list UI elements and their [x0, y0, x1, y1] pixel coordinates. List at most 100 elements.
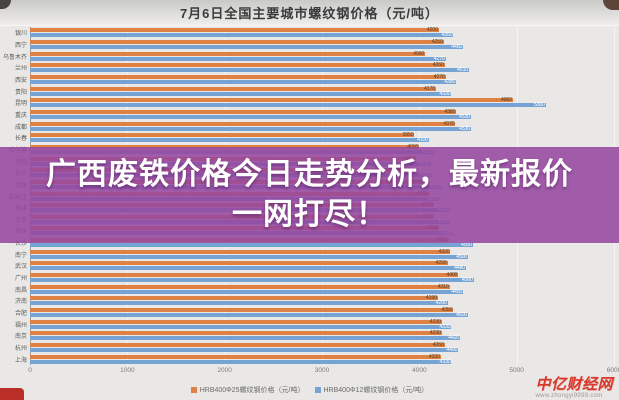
bar-value-label: 4250	[431, 38, 443, 45]
bar-phi25: 3950	[30, 132, 415, 138]
city-label: 合肥	[14, 311, 27, 318]
city-label: 上海	[14, 357, 27, 364]
chart-row: 贵阳 4170 4330	[0, 85, 614, 97]
bar-phi12: 4450	[30, 43, 464, 50]
chart-row: 乌鲁木齐 4060 4270	[0, 50, 614, 62]
bar-group: 4350 4500	[30, 307, 614, 319]
bar-phi12: 4480	[30, 265, 467, 272]
site-watermark: 中亿财经网 www.zhongyi9999.com	[535, 377, 613, 399]
headline-line-2: 一网打尽！	[232, 198, 387, 231]
chart-row: 西安 4270 4380	[0, 74, 614, 86]
bar-phi25: 4230	[30, 330, 442, 336]
chart-row: 南宁 4320 4500	[0, 248, 614, 260]
bar-group: 4310 4450	[30, 283, 614, 295]
x-axis: 0 1000 2000 3000 4000 5000 6000	[28, 365, 619, 376]
x-tick-label: 3000	[314, 367, 330, 374]
bar-phi25: 4060	[30, 51, 426, 57]
bar-value-label: 4530	[458, 113, 470, 120]
chart-row: 杭州 4260 4400	[0, 342, 614, 354]
bar-value-label: 5300	[533, 102, 545, 109]
bar-phi12: 5300	[30, 102, 546, 109]
bar-group: 4250 4450	[30, 38, 614, 50]
bar-group: 4320 4500	[30, 248, 614, 260]
bar-value-label: 4320	[438, 248, 450, 255]
bar-value-label: 4350	[441, 32, 453, 39]
bar-group: 3950 4100	[30, 132, 614, 143]
city-label: 南宁	[14, 252, 27, 259]
bar-phi12: 4290	[30, 300, 448, 307]
bar-value-label: 4260	[432, 342, 444, 349]
chart-row: 武汉 4290 4480	[0, 260, 614, 272]
bar-phi12: 4330	[30, 359, 452, 365]
bar-phi12: 4420	[30, 335, 461, 341]
bar-value-label: 4400	[446, 272, 458, 279]
legend-item-phi12: HRB400Φ12螺纹钢价格（元/吨）	[314, 385, 428, 395]
bar-phi25: 4170	[30, 85, 436, 92]
bar-value-label: 4960	[500, 97, 512, 104]
bar-phi12: 4270	[30, 56, 446, 62]
bar-phi12: 4500	[30, 312, 468, 319]
bar-value-label: 4260	[432, 62, 444, 69]
bar-phi12: 4350	[30, 32, 454, 39]
bar-value-label: 4500	[455, 312, 467, 319]
bar-value-label: 4230	[429, 318, 441, 325]
bar-group: 4380 4530	[30, 109, 614, 120]
city-label: 杭州	[14, 346, 27, 353]
x-tick-label: 1000	[120, 367, 135, 374]
chart-row: 昆明 4960 5300	[0, 97, 614, 109]
bar-group: 4270 4380	[30, 74, 614, 85]
legend-swatch-blue	[314, 387, 321, 393]
bar-value-label: 4450	[451, 43, 463, 50]
watermark-url: www.zhongyi9999.com	[535, 393, 603, 399]
bar-phi12: 4510	[30, 67, 469, 74]
bar-value-label: 4330	[439, 90, 451, 97]
city-label: 贵阳	[14, 89, 27, 96]
legend-label: HRB400Φ25螺纹钢价格（元/吨）	[199, 387, 305, 394]
city-label: 银川	[14, 31, 27, 38]
legend-swatch-orange	[190, 387, 197, 393]
chart-row: 济南 4190 4290	[0, 295, 614, 307]
x-tick-label: 6000	[606, 367, 619, 374]
bar-value-label: 4450	[451, 288, 463, 295]
bar-phi25: 4290	[30, 260, 448, 266]
bar-group: 4190 4290	[30, 295, 614, 307]
bar-group: 4960 5300	[30, 97, 614, 109]
bar-phi25: 4320	[30, 248, 451, 255]
vignette-corner-bottom-left	[0, 388, 24, 400]
bar-value-label: 4480	[454, 265, 466, 272]
bar-phi25: 4260	[30, 342, 445, 349]
chart-row: 广州 4400 4560	[0, 272, 614, 284]
chart-row: 上海 4220 4330	[0, 353, 614, 365]
bar-value-label: 4350	[441, 307, 453, 314]
bar-phi12: 4400	[30, 347, 459, 353]
headline-banner-overlay: 广西废铁价格今日走势分析，最新报价 一网打尽！	[0, 147, 619, 243]
chart-row: 银川 4200 4350	[0, 27, 614, 39]
bar-value-label: 4200	[426, 27, 438, 34]
vignette-corner-top-left	[0, 0, 11, 9]
bar-value-label: 4310	[437, 283, 449, 290]
bar-phi12: 4530	[30, 125, 471, 132]
bar-value-label: 4290	[435, 300, 447, 307]
bar-phi12: 4100	[30, 137, 430, 143]
bar-phi12: 4380	[30, 79, 457, 85]
chart-row: 长春 3950 4100	[0, 132, 614, 144]
bar-phi25: 4260	[30, 62, 445, 69]
bar-group: 4290 4480	[30, 260, 614, 272]
chart-row: 西宁 4250 4450	[0, 39, 614, 51]
bar-value-label: 4510	[456, 67, 468, 74]
city-label: 西安	[14, 77, 27, 84]
bar-phi25: 4400	[30, 272, 459, 279]
bar-value-label: 4530	[458, 125, 470, 132]
bar-phi25: 4270	[30, 74, 446, 80]
bar-phi12: 4530	[30, 113, 471, 120]
bar-value-label: 4170	[423, 85, 435, 92]
x-tick-label: 4000	[412, 367, 427, 374]
city-label: 乌鲁木齐	[2, 54, 27, 61]
chart-row: 南京 4230 4420	[0, 330, 614, 342]
bar-phi12: 4330	[30, 324, 452, 330]
bar-value-label: 4560	[461, 277, 473, 284]
city-label: 兰州	[14, 66, 27, 73]
bar-group: 4060 4270	[30, 51, 614, 62]
chart-row: 重庆 4380 4530	[0, 109, 614, 121]
chart-row: 福州 4230 4330	[0, 318, 614, 330]
